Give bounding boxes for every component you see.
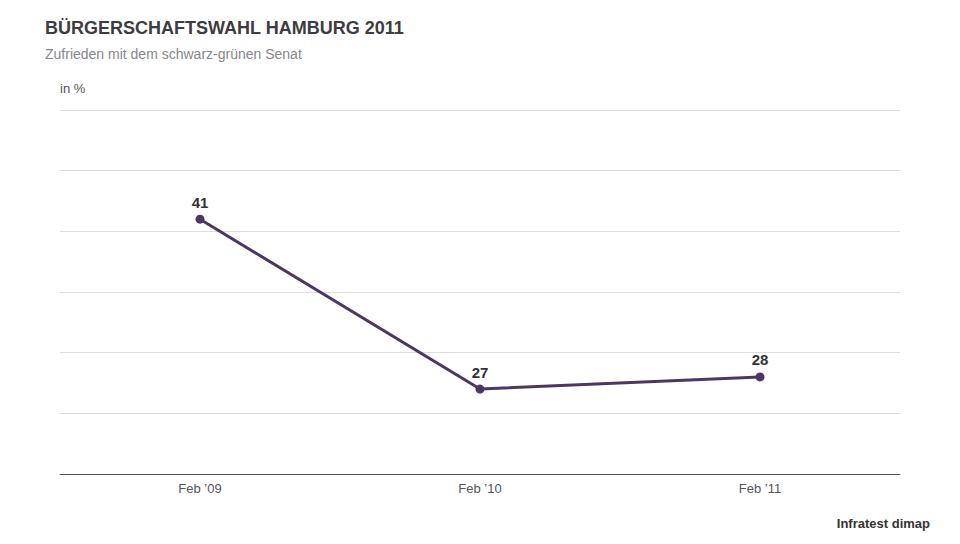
- svg-text:Feb ’10: Feb ’10: [458, 481, 501, 496]
- svg-text:BÜRGERSCHAFTSWAHL HAMBURG 2011: BÜRGERSCHAFTSWAHL HAMBURG 2011: [45, 18, 404, 38]
- svg-text:Zufrieden mit dem schwarz-grün: Zufrieden mit dem schwarz-grünen Senat: [45, 46, 302, 62]
- svg-text:Infratest dimap: Infratest dimap: [837, 516, 930, 531]
- svg-text:in %: in %: [60, 81, 86, 96]
- svg-text:Feb ’11: Feb ’11: [739, 481, 781, 496]
- svg-text:27: 27: [472, 364, 489, 381]
- svg-text:Feb ’09: Feb ’09: [178, 481, 221, 496]
- svg-text:41: 41: [192, 194, 209, 211]
- svg-text:28: 28: [752, 351, 769, 368]
